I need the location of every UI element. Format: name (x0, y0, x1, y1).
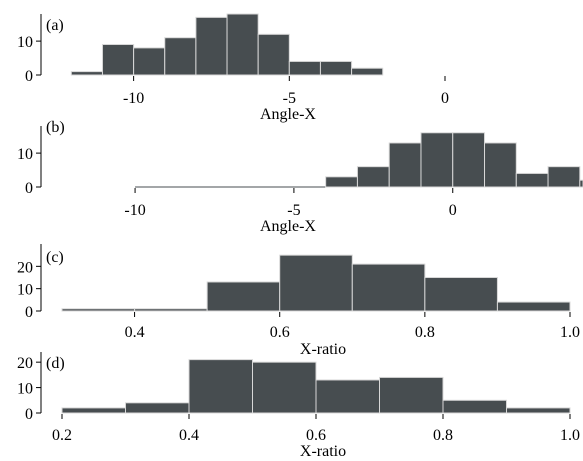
x-tick-label: -5 (287, 202, 300, 219)
histogram-bar (351, 67, 384, 76)
panel-c: 0 10 20 0.4 0.6 0.8 1.0 X-ratio (c) (17, 244, 580, 358)
y-tick-label: 10 (17, 34, 33, 51)
histogram-bar (351, 263, 426, 312)
histogram-bar (61, 308, 136, 312)
histogram-bar (315, 379, 380, 414)
histogram-bar (506, 407, 571, 414)
histogram-bar (325, 176, 358, 188)
x-tick-label: 1.0 (560, 427, 580, 444)
histogram-bar (61, 407, 126, 414)
histogram-bar (257, 33, 290, 76)
x-tick-label: 0.4 (125, 324, 145, 341)
histogram-bar (195, 16, 228, 76)
histogram-bar (420, 132, 454, 188)
y-tick-label: 10 (17, 146, 33, 163)
x-tick-label: 0.4 (179, 427, 199, 444)
histogram-bar (379, 376, 444, 414)
y-tick-label: 0 (25, 406, 33, 423)
x-axis-label: Angle-X (260, 218, 316, 235)
histogram-bar (424, 277, 498, 312)
y-tick-label: 0 (25, 180, 33, 197)
x-tick-label: 0.6 (270, 324, 290, 341)
x-tick-label: 0.2 (52, 427, 72, 444)
histogram-bar (484, 142, 517, 188)
x-tick-label: 0 (449, 202, 457, 219)
x-axis-label: Angle-X (260, 106, 316, 123)
histogram-bar (70, 71, 103, 76)
x-tick-label: 0.6 (306, 427, 326, 444)
histogram-bar (579, 179, 583, 188)
x-tick-label: -5 (283, 90, 296, 107)
histogram-bar (319, 60, 353, 76)
y-tick-label: 0 (25, 304, 33, 321)
panel-a: 0 10 -10 -5 0 Angle-X (a) (17, 13, 449, 123)
y-tick-label: 20 (17, 259, 33, 276)
x-tick-label: 0.8 (415, 324, 435, 341)
y-tick-label: 0 (25, 68, 33, 85)
x-tick-label: -10 (123, 90, 144, 107)
panel-label: (b) (46, 119, 65, 136)
x-tick-label: -10 (124, 202, 145, 219)
histogram-bar (133, 47, 166, 76)
y-tick-label: 10 (17, 381, 33, 398)
histogram-bar (101, 44, 135, 76)
histogram-bar (442, 399, 507, 414)
y-tick-label: 20 (17, 355, 33, 372)
histogram-bar (388, 142, 422, 188)
panel-label: (a) (46, 17, 64, 34)
histogram-bar (206, 281, 281, 312)
x-tick-label: 1.0 (560, 324, 580, 341)
x-tick-label: 0 (441, 90, 449, 107)
histogram-bar (252, 361, 317, 414)
y-tick-label: 10 (17, 282, 33, 299)
histogram-bar (134, 308, 208, 312)
histogram-bar (188, 359, 253, 414)
histogram-bar (226, 13, 259, 76)
panel-label: (c) (46, 249, 64, 266)
x-axis-label: X-ratio (300, 341, 346, 358)
histogram-bar (515, 172, 549, 188)
x-axis-label: X-ratio (300, 443, 346, 460)
panel-b: 0 10 -10 -5 0 Angle-X (b) (17, 119, 583, 235)
histogram-bar (547, 166, 581, 188)
histogram-bar (279, 254, 353, 312)
histogram-bar (164, 37, 197, 76)
x-tick-label: 0.8 (433, 427, 453, 444)
histogram-bar (496, 301, 571, 312)
histogram-bar (356, 166, 390, 188)
histogram-bar (452, 132, 486, 188)
panel-d: 0 10 20 0.2 0.4 0.6 0.8 1.0 X-ratio (d) (17, 352, 580, 460)
histogram-bar (288, 60, 321, 76)
panel-label: (d) (46, 355, 65, 372)
histogram-bar (125, 402, 190, 414)
